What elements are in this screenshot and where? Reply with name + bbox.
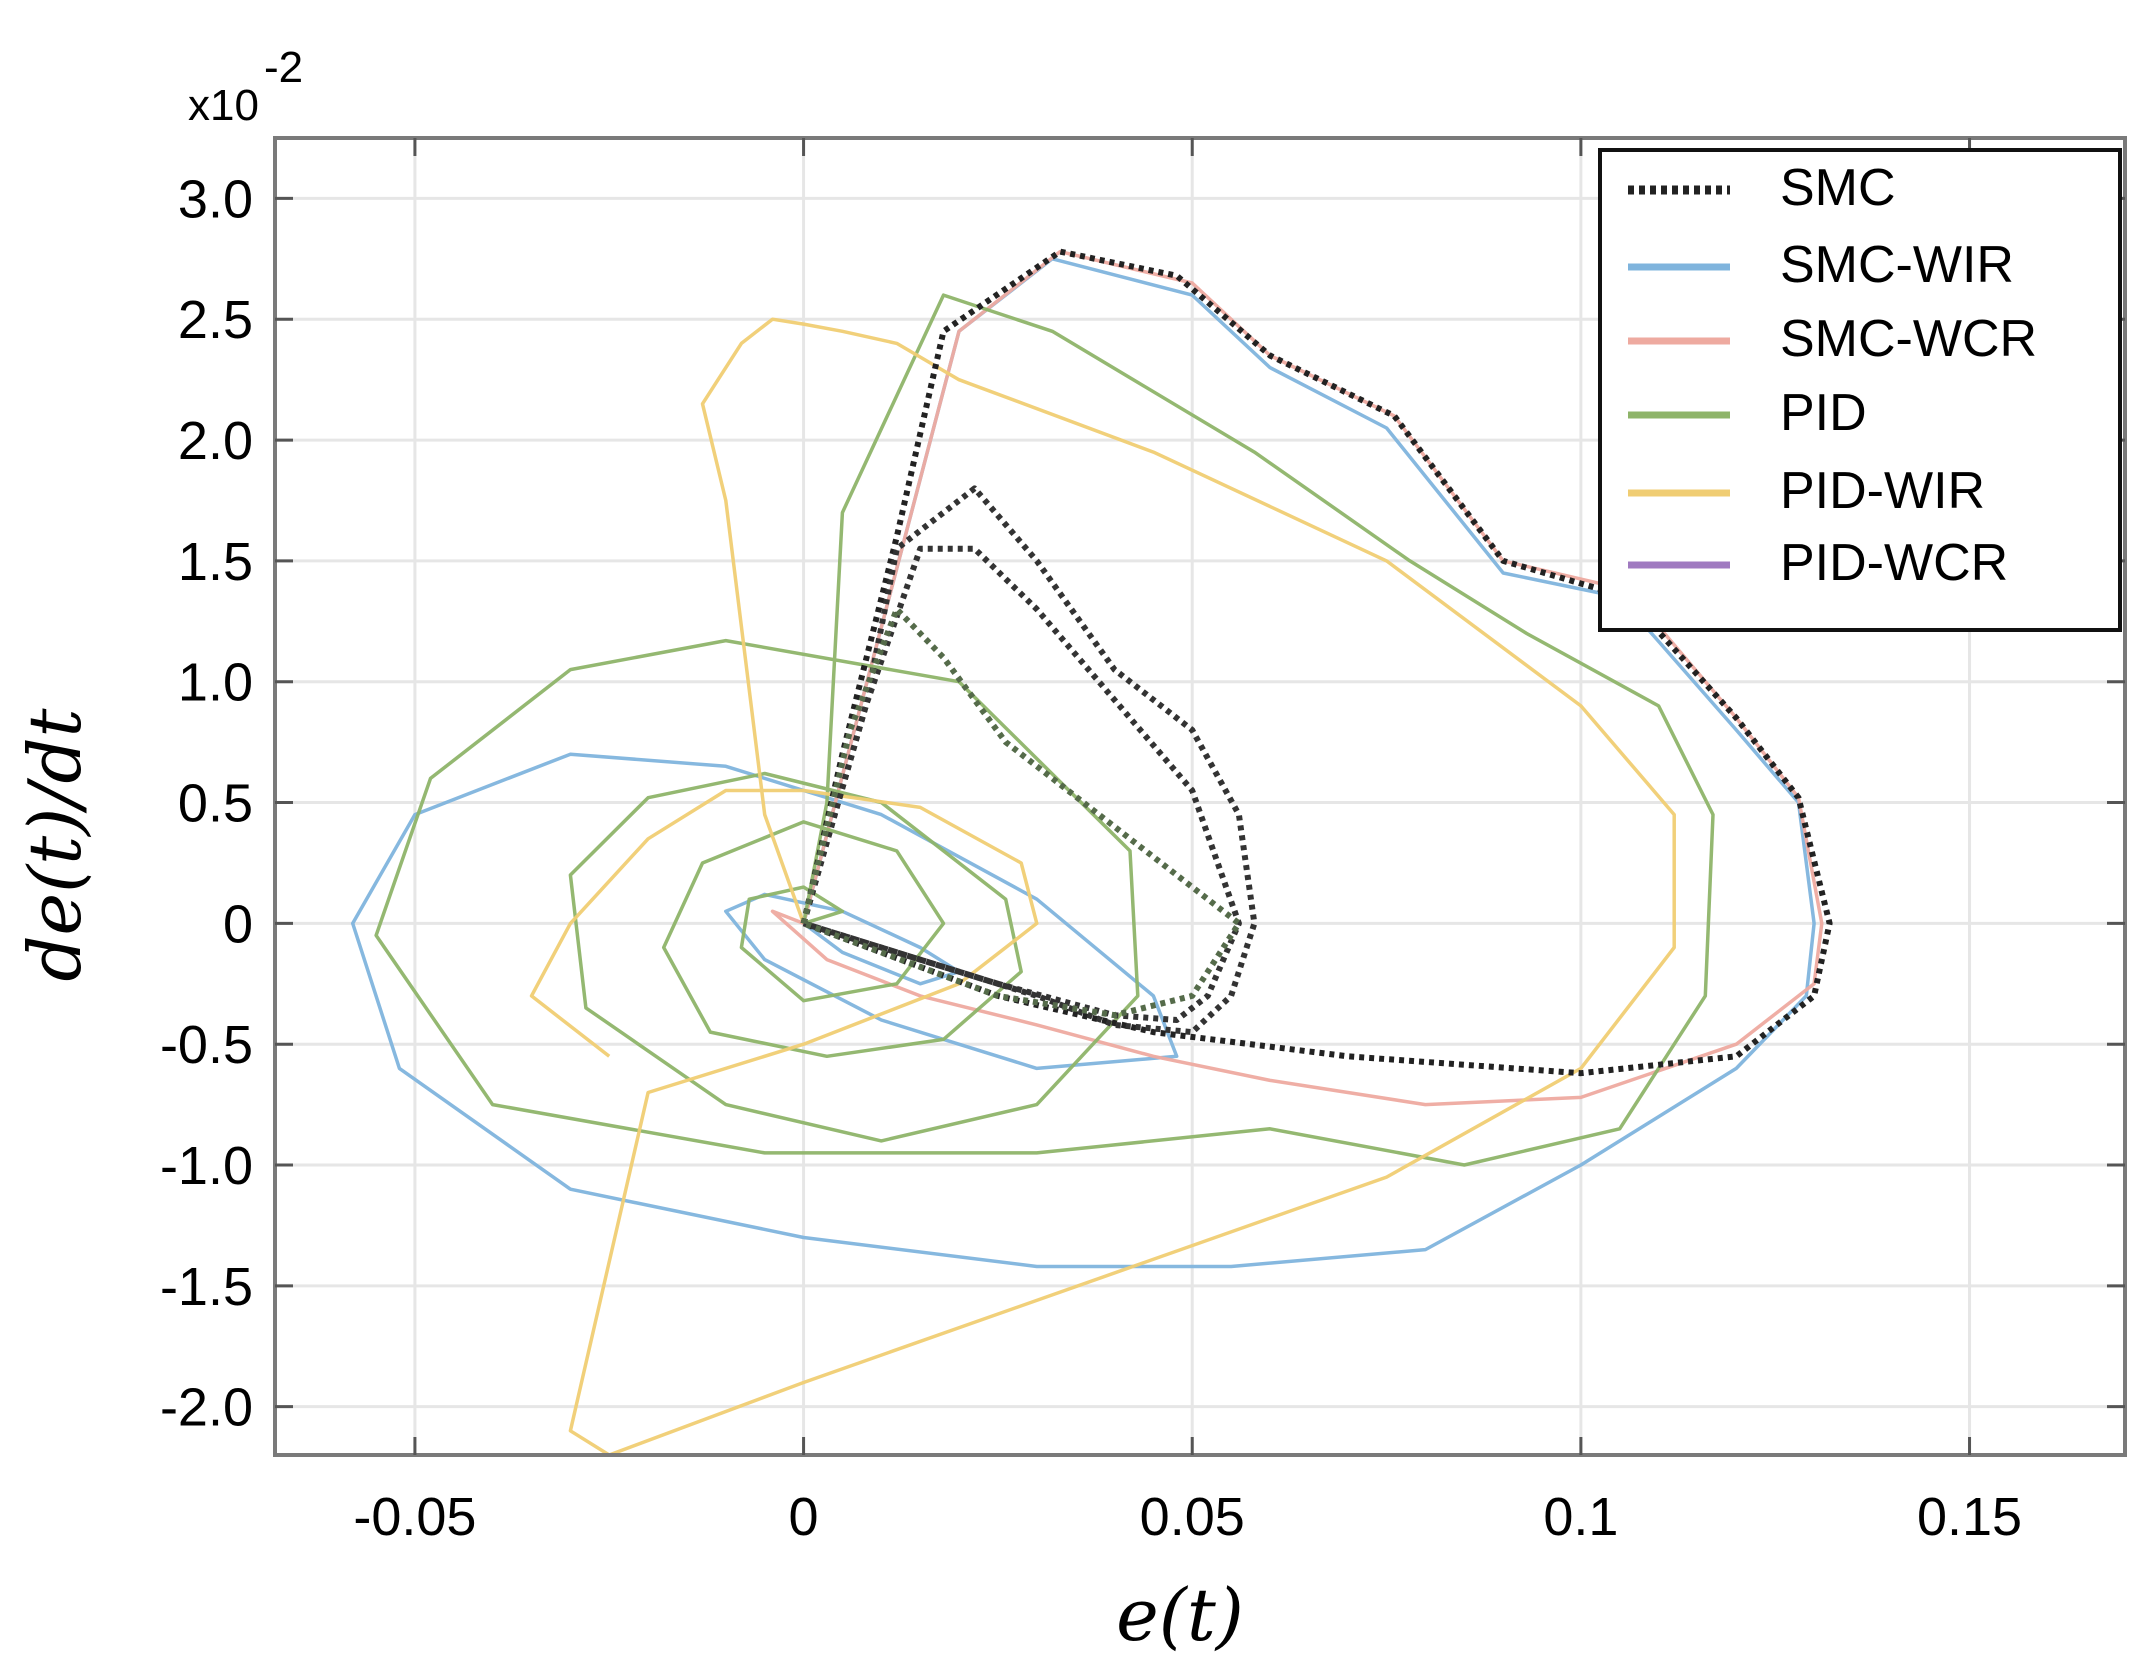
series-line-smc-inner-1 — [800, 485, 1258, 1036]
y-exponent-base: x10 — [188, 81, 259, 130]
x-tick-label: 0.05 — [1140, 1487, 1245, 1547]
legend: SMC SMC-WIR SMC-WCR PID PID-WIR PID-WCR — [1598, 148, 2122, 632]
series-line-smc-inner-3 — [800, 606, 1242, 1019]
legend-label-smc-wir: SMC-WIR — [1780, 236, 2014, 294]
legend-label-pid-wir: PID-WIR — [1780, 462, 1985, 520]
x-tick-label: -0.05 — [353, 1487, 476, 1547]
y-axis-label: de(t)/dt — [13, 707, 97, 981]
y-tick-label: -1.5 — [160, 1257, 253, 1317]
tick-layer: -0.05 0 0.05 0.1 0.15 3.0 2.5 2.0 1.5 1.0 0.5 0 -0.5… — [160, 138, 2125, 1547]
x-tick-label: 0.15 — [1917, 1487, 2022, 1547]
y-tick-label: 3.0 — [178, 169, 253, 229]
series-layer — [350, 248, 1833, 1455]
y-tick-label: 0.5 — [178, 774, 253, 834]
x-tick-label: 0 — [789, 1487, 819, 1547]
y-tick-label: 1.5 — [178, 532, 253, 592]
legend-label-smc: SMC — [1780, 159, 1896, 217]
x-tick-label: 0.1 — [1543, 1487, 1618, 1547]
series-line-pid — [374, 293, 1715, 1167]
y-tick-label: 0 — [223, 894, 253, 954]
y-exponent-power: -2 — [264, 43, 303, 92]
legend-label-pid-wcr: PID-WCR — [1780, 534, 2008, 592]
y-tick-label: 1.0 — [178, 653, 253, 713]
series-line-pid-wir — [529, 317, 1676, 1455]
x-axis-label: e(t) — [1116, 1573, 1244, 1657]
y-tick-label: 2.5 — [178, 290, 253, 350]
plot-frame — [273, 136, 2127, 1457]
legend-label-smc-wcr: SMC-WCR — [1780, 310, 2037, 368]
legend-label-pid: PID — [1780, 384, 1867, 442]
series-line-smc — [800, 248, 1833, 1077]
y-tick-label: -2.0 — [160, 1378, 253, 1438]
y-tick-label: -1.0 — [160, 1136, 253, 1196]
y-tick-label: -0.5 — [160, 1015, 253, 1075]
grid-layer — [275, 138, 2125, 1455]
legend-box — [1598, 148, 2122, 632]
y-tick-label: 2.0 — [178, 411, 253, 471]
